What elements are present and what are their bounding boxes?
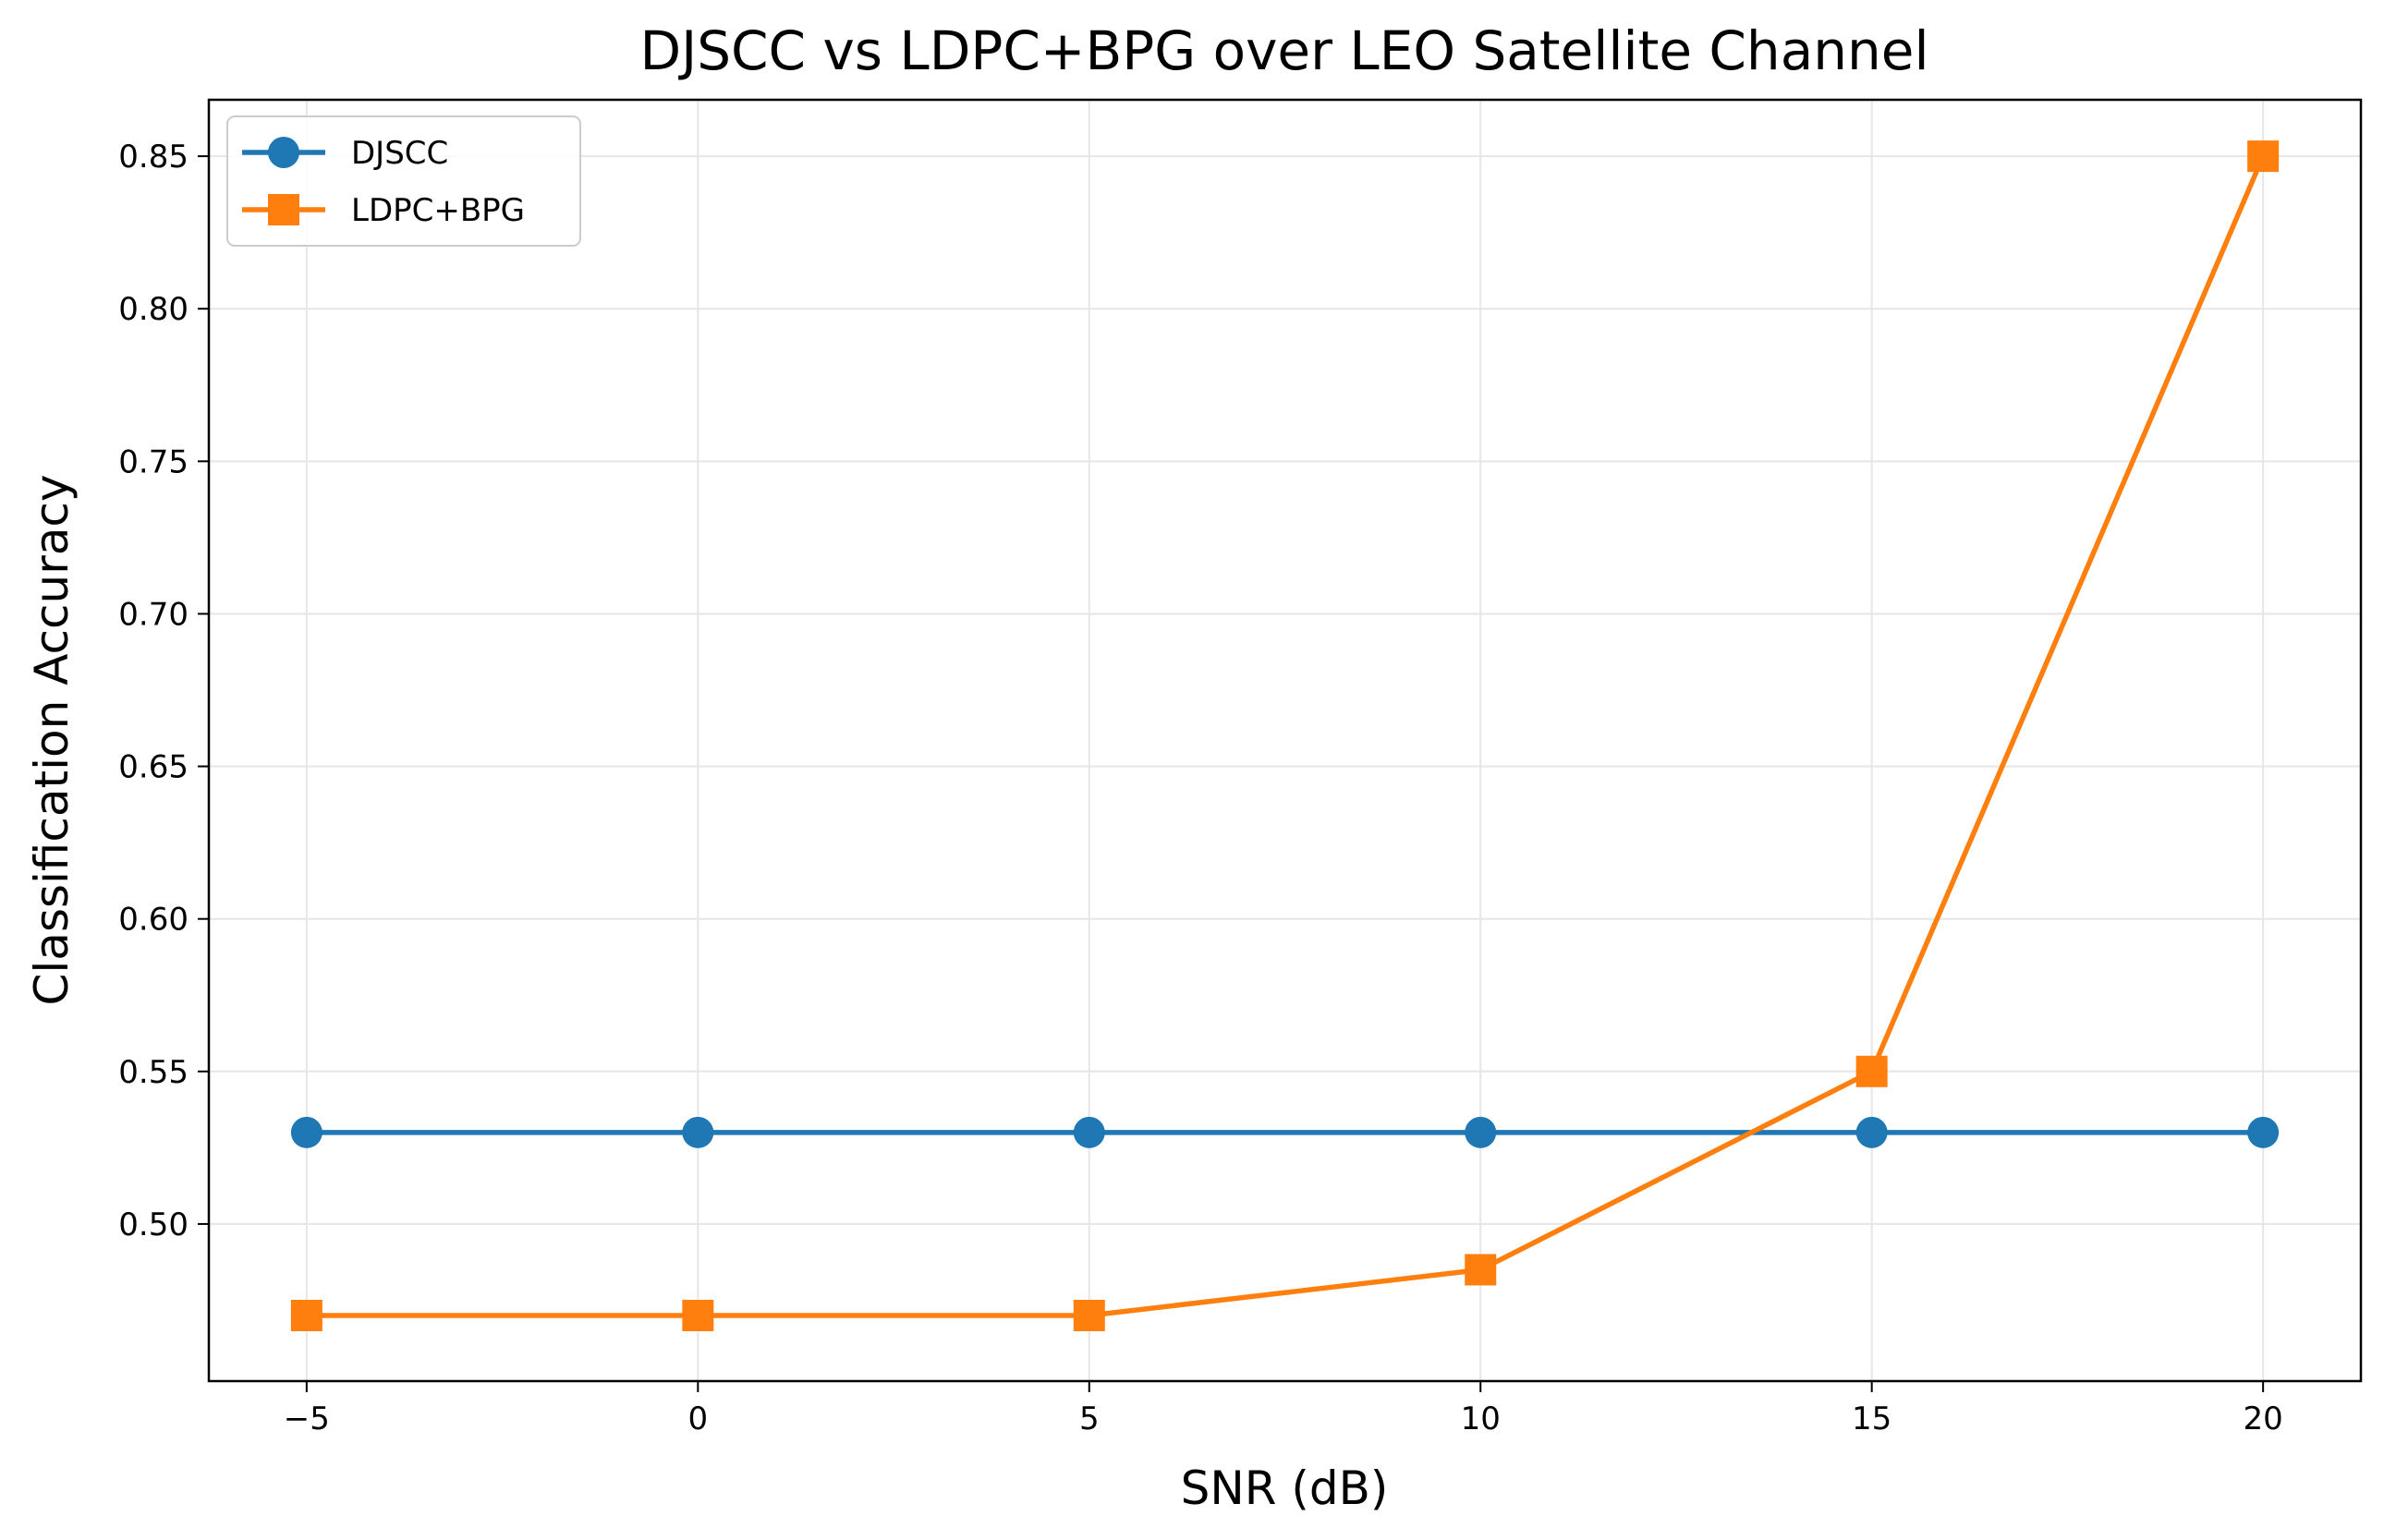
data-point-ldpc-bpg (682, 1299, 714, 1331)
y-axis-label: Classification Accuracy (25, 475, 79, 1006)
x-tick-label: 5 (1079, 1401, 1100, 1437)
plot-frame (207, 98, 2363, 1383)
data-point-ldpc-bpg (1465, 1254, 1497, 1286)
series-line-ldpc-bpg (306, 155, 2266, 1318)
y-tick-label: 0.60 (118, 902, 189, 939)
axis-ticks: −5 0 5 10 15 20 0.50 0.55 0.60 0.65 0.70 0.75 0.80 0.… (118, 139, 2282, 1437)
data-point-ldpc-bpg (1855, 1055, 1888, 1087)
data-point-ldpc-bpg (290, 1299, 322, 1331)
plot-series (290, 140, 2280, 1331)
y-tick-label: 0.50 (118, 1207, 189, 1243)
x-tick-label: 15 (1852, 1401, 1891, 1437)
y-tick-label: 0.75 (118, 443, 189, 480)
data-point-djscc (1855, 1116, 1888, 1148)
y-tick-label: 0.70 (118, 596, 189, 633)
legend-marker-djscc (268, 137, 299, 168)
legend: DJSCC LDPC+BPG (226, 115, 581, 247)
data-point-djscc (682, 1116, 714, 1148)
data-point-djscc (1465, 1116, 1497, 1148)
data-point-ldpc-bpg (1073, 1299, 1105, 1331)
chart-title: DJSCC vs LDPC+BPG over LEO Satellite Cha… (639, 19, 1928, 82)
legend-marker-ldpc-bpg (268, 194, 299, 225)
y-tick-label: 0.65 (118, 749, 189, 786)
y-tick-label: 0.85 (118, 139, 189, 176)
data-point-djscc (2247, 1116, 2280, 1148)
legend-label-ldpc-bpg: LDPC+BPG (351, 192, 525, 229)
data-point-ldpc-bpg (2247, 140, 2280, 173)
x-tick-label: 0 (687, 1401, 708, 1437)
legend-label-djscc: DJSCC (351, 135, 448, 172)
y-tick-label: 0.80 (118, 291, 189, 328)
y-tick-label: 0.55 (118, 1054, 189, 1091)
x-tick-label: 20 (2244, 1401, 2283, 1437)
x-tick-label: −5 (284, 1401, 330, 1437)
data-point-djscc (1073, 1116, 1105, 1148)
x-axis-label: SNR (dB) (1181, 1461, 1389, 1515)
data-point-djscc (290, 1116, 322, 1148)
x-tick-label: 10 (1461, 1401, 1501, 1437)
legend-box (226, 115, 581, 247)
